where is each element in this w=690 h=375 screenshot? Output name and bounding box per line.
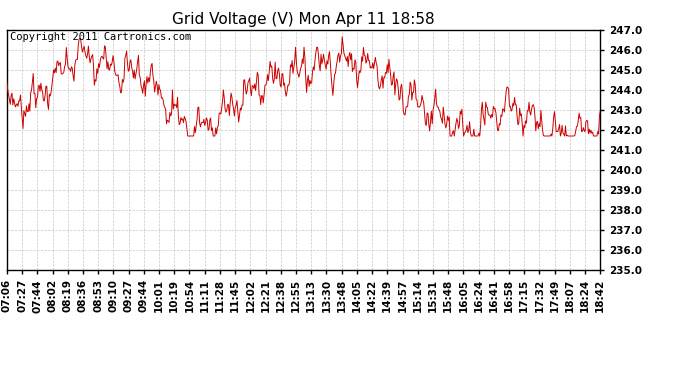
Title: Grid Voltage (V) Mon Apr 11 18:58: Grid Voltage (V) Mon Apr 11 18:58 [172,12,435,27]
Text: Copyright 2011 Cartronics.com: Copyright 2011 Cartronics.com [10,32,191,42]
